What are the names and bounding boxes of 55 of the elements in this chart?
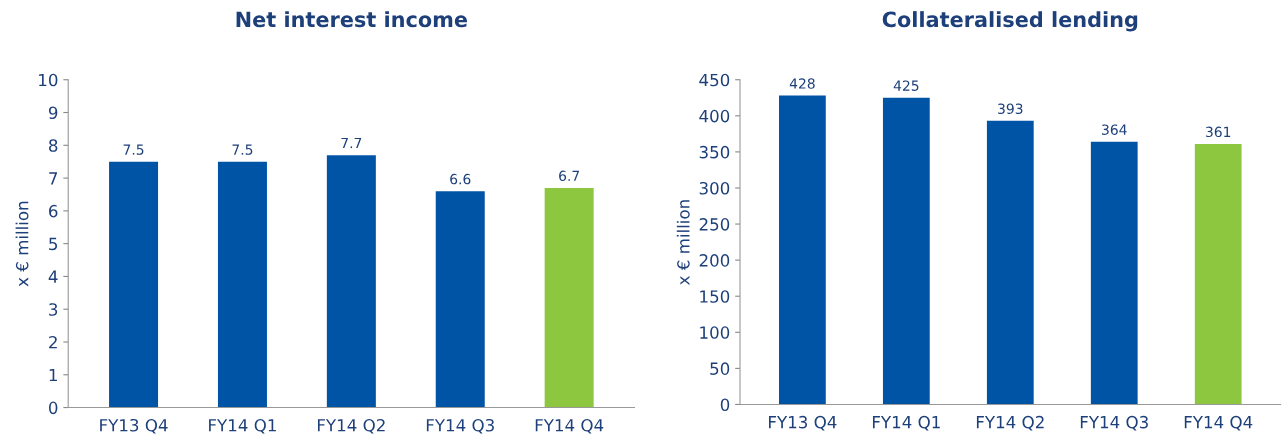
y-tick-label: 1 [49,368,57,382]
y-tick-label: 100 [700,326,730,339]
x-tick-label: FY13 Q4 [100,418,168,434]
y-tick-label: 0 [720,398,730,412]
x-tick-label: FY14 Q2 [317,418,385,434]
y-tick-label: 300 [699,181,730,195]
y-tick-label: 8 [49,139,58,152]
y-tick-label: 0 [48,401,58,415]
y-axis-title: x € million [15,201,29,287]
x-tick-label: FY13 Q4 [769,415,837,431]
y-tick-label: 6 [49,204,58,218]
data-label: 361 [1206,126,1231,138]
data-label: 428 [789,78,815,89]
y-tick-label: 200 [699,254,730,267]
data-label: 7.5 [232,144,253,155]
x-tick-label: FY14 Q4 [535,418,604,434]
bar [1090,141,1138,405]
data-label: 364 [1102,124,1127,135]
bar [986,120,1034,405]
x-tick-label: FY14 Q1 [209,418,276,434]
bar [882,97,930,405]
y-tick-label: 150 [700,290,730,303]
data-label: 6.7 [559,170,580,182]
y-tick-label: 450 [699,73,730,87]
x-tick-label: FY14 Q3 [426,418,494,434]
data-label: 425 [893,80,919,91]
bar [217,161,267,408]
bar [109,161,159,408]
x-tick-label: FY14 Q1 [872,415,940,431]
y-tick-label: 50 [710,362,730,375]
y-axis-title: x € million [676,200,690,285]
x-tick-label: FY14 Q3 [1080,415,1148,431]
x-tick-label: FY14 Q4 [1184,415,1253,431]
bar [544,187,594,408]
bar [779,95,826,405]
y-tick-label: 10 [39,73,58,87]
data-label: 6.6 [450,173,471,185]
y-tick-label: 7 [49,172,58,185]
y-tick-label: 350 [699,145,730,159]
y-tick-label: 250 [699,218,730,231]
y-tick-label: 3 [49,303,58,316]
bar [1194,143,1242,405]
y-tick-label: 2 [49,335,57,349]
data-label: 7.5 [123,144,144,155]
chart-title: Collateralised lending [882,11,1138,32]
data-label: 7.7 [341,137,362,149]
y-tick-label: 9 [48,106,58,120]
y-tick-label: 400 [699,109,730,123]
y-tick-label: 4 [48,270,58,283]
chart-title: Net interest income [236,11,468,28]
bar [435,191,485,408]
x-tick-label: FY14 Q2 [976,415,1044,431]
data-label: 393 [998,103,1023,115]
y-tick-label: 5 [49,237,58,251]
bar [326,155,376,408]
